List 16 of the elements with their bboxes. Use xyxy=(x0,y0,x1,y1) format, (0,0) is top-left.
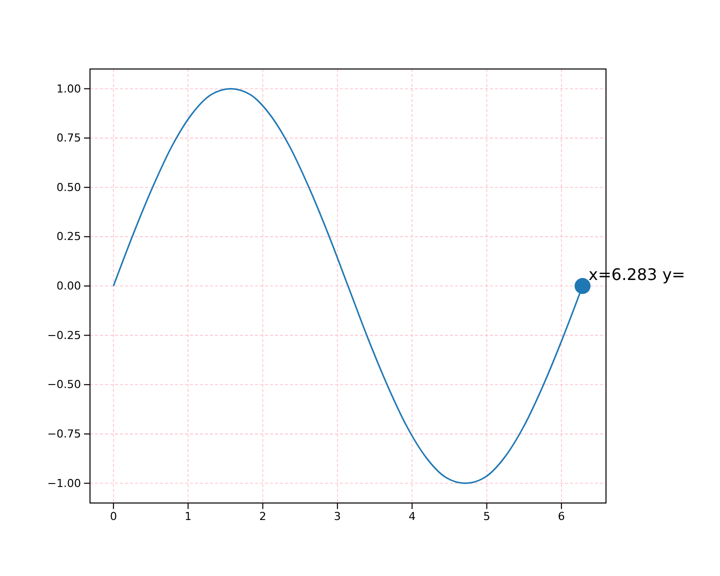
x-tick-label: 0 xyxy=(110,510,117,523)
y-tick-label: 0.75 xyxy=(56,132,81,145)
y-tick-label: −1.00 xyxy=(47,476,81,490)
x-tick-label: 6 xyxy=(558,510,565,523)
x-tick-label: 3 xyxy=(334,510,341,523)
x-tick-label: 4 xyxy=(408,510,416,523)
y-tick-label: 0.00 xyxy=(56,280,81,293)
x-tick-label: 2 xyxy=(259,510,266,523)
y-tick-label: 0.50 xyxy=(56,180,81,194)
y-tick-label: 0.25 xyxy=(56,230,81,244)
y-tick-label: −0.25 xyxy=(47,328,81,342)
x-tick-label: 5 xyxy=(483,510,490,523)
y-tick-label: 1.00 xyxy=(56,82,81,96)
x-tick-label: 1 xyxy=(184,510,192,523)
y-tick-label: −0.75 xyxy=(47,427,81,440)
y-tick-label: −0.50 xyxy=(47,378,81,392)
